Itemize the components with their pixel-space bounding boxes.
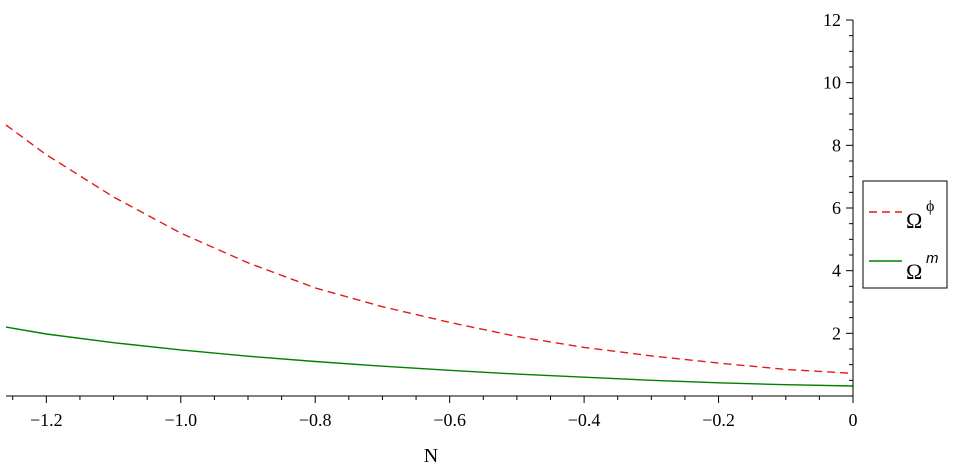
plot-area [5, 124, 854, 387]
legend: Ω ϕ Ω m [862, 180, 948, 289]
legend-sup-m: m [926, 250, 939, 267]
x-axis-title: N [424, 445, 438, 467]
y-tick-label: 10 [823, 73, 841, 93]
x-tick-label: −0.8 [299, 410, 332, 430]
legend-box [862, 180, 948, 289]
y-tick-label: 6 [832, 198, 841, 218]
x-tick-label: 0 [849, 410, 858, 430]
y-tick-label: 4 [832, 261, 841, 281]
series-line-m [5, 326, 854, 387]
legend-item-m: Ω m [869, 250, 939, 284]
x-tick-label: −1.0 [164, 410, 197, 430]
y-ticks: 2 4 6 8 10 12 [823, 10, 853, 381]
legend-sup-phi: ϕ [926, 198, 934, 215]
legend-label-m: Ω [906, 259, 922, 284]
x-tick-label: −0.6 [433, 410, 466, 430]
x-tick-label: −0.2 [702, 410, 735, 430]
axes: −1.2 −1.0 −0.8 −0.6 −0.4 −0.2 0 2 4 6 8 10 12 N [6, 10, 858, 467]
x-tick-label: −1.2 [30, 410, 63, 430]
y-tick-label: 2 [832, 323, 841, 343]
legend-item-phi: Ω ϕ [869, 198, 934, 233]
x-tick-label: −0.4 [568, 410, 601, 430]
x-ticks: −1.2 −1.0 −0.8 −0.6 −0.4 −0.2 0 [12, 396, 858, 430]
series-line-phi [5, 124, 854, 375]
y-tick-label: 12 [823, 10, 841, 30]
y-tick-label: 8 [832, 135, 841, 155]
legend-label-phi: Ω [906, 208, 922, 233]
